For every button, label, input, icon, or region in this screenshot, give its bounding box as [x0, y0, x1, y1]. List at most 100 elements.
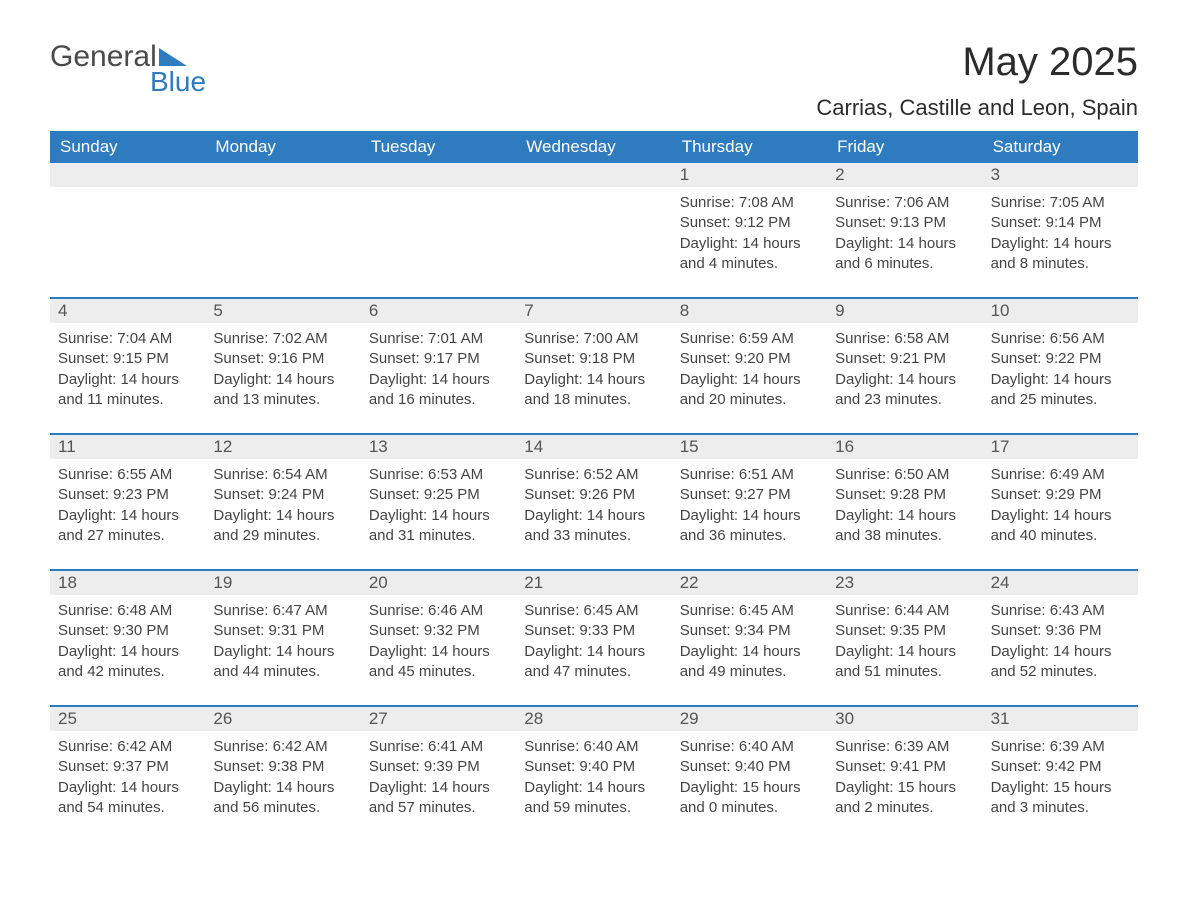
day-number: 10: [983, 299, 1138, 323]
day-number: 25: [50, 707, 205, 731]
daylight-line: Daylight: 14 hours and 54 minutes.: [58, 778, 197, 819]
day-cell: 30Sunrise: 6:39 AMSunset: 9:41 PMDayligh…: [827, 707, 982, 825]
day-number: 26: [205, 707, 360, 731]
sunrise-line: Sunrise: 6:42 AM: [58, 737, 197, 757]
day-number: 6: [361, 299, 516, 323]
sunset-line: Sunset: 9:15 PM: [58, 349, 197, 369]
daylight-line: Daylight: 14 hours and 45 minutes.: [369, 642, 508, 683]
sunset-line: Sunset: 9:23 PM: [58, 485, 197, 505]
day-cell: 17Sunrise: 6:49 AMSunset: 9:29 PMDayligh…: [983, 435, 1138, 553]
day-cell: 8Sunrise: 6:59 AMSunset: 9:20 PMDaylight…: [672, 299, 827, 417]
day-number: 21: [516, 571, 671, 595]
day-cell: 9Sunrise: 6:58 AMSunset: 9:21 PMDaylight…: [827, 299, 982, 417]
location: Carrias, Castille and Leon, Spain: [816, 95, 1138, 121]
sunset-line: Sunset: 9:37 PM: [58, 757, 197, 777]
day-number: [50, 163, 205, 187]
daylight-line: Daylight: 14 hours and 42 minutes.: [58, 642, 197, 683]
daylight-line: Daylight: 14 hours and 25 minutes.: [991, 370, 1130, 411]
sunset-line: Sunset: 9:39 PM: [369, 757, 508, 777]
sunset-line: Sunset: 9:12 PM: [680, 213, 819, 233]
day-cell: [516, 163, 671, 281]
day-number: 20: [361, 571, 516, 595]
sunset-line: Sunset: 9:13 PM: [835, 213, 974, 233]
day-number: 18: [50, 571, 205, 595]
day-number: [516, 163, 671, 187]
day-cell: 14Sunrise: 6:52 AMSunset: 9:26 PMDayligh…: [516, 435, 671, 553]
day-number: 11: [50, 435, 205, 459]
day-cell: 3Sunrise: 7:05 AMSunset: 9:14 PMDaylight…: [983, 163, 1138, 281]
title-block: May 2025 Carrias, Castille and Leon, Spa…: [816, 40, 1138, 121]
sunrise-line: Sunrise: 6:45 AM: [680, 601, 819, 621]
sunrise-line: Sunrise: 6:40 AM: [680, 737, 819, 757]
day-body: Sunrise: 6:55 AMSunset: 9:23 PMDaylight:…: [50, 459, 205, 550]
sunset-line: Sunset: 9:22 PM: [991, 349, 1130, 369]
sunrise-line: Sunrise: 6:44 AM: [835, 601, 974, 621]
month-title: May 2025: [816, 40, 1138, 85]
sunset-line: Sunset: 9:40 PM: [524, 757, 663, 777]
sunrise-line: Sunrise: 6:51 AM: [680, 465, 819, 485]
daylight-line: Daylight: 14 hours and 59 minutes.: [524, 778, 663, 819]
daylight-line: Daylight: 14 hours and 16 minutes.: [369, 370, 508, 411]
day-body: Sunrise: 6:50 AMSunset: 9:28 PMDaylight:…: [827, 459, 982, 550]
day-body: Sunrise: 7:01 AMSunset: 9:17 PMDaylight:…: [361, 323, 516, 414]
sunrise-line: Sunrise: 6:45 AM: [524, 601, 663, 621]
sunrise-line: Sunrise: 6:47 AM: [213, 601, 352, 621]
sunset-line: Sunset: 9:34 PM: [680, 621, 819, 641]
sunset-line: Sunset: 9:28 PM: [835, 485, 974, 505]
day-number: 29: [672, 707, 827, 731]
day-cell: 24Sunrise: 6:43 AMSunset: 9:36 PMDayligh…: [983, 571, 1138, 689]
sunrise-line: Sunrise: 6:50 AM: [835, 465, 974, 485]
day-cell: 6Sunrise: 7:01 AMSunset: 9:17 PMDaylight…: [361, 299, 516, 417]
sunset-line: Sunset: 9:20 PM: [680, 349, 819, 369]
day-cell: 13Sunrise: 6:53 AMSunset: 9:25 PMDayligh…: [361, 435, 516, 553]
day-cell: 7Sunrise: 7:00 AMSunset: 9:18 PMDaylight…: [516, 299, 671, 417]
logo-triangle-icon: [159, 48, 187, 66]
sunset-line: Sunset: 9:40 PM: [680, 757, 819, 777]
daylight-line: Daylight: 15 hours and 3 minutes.: [991, 778, 1130, 819]
day-number: 27: [361, 707, 516, 731]
day-number: 22: [672, 571, 827, 595]
day-cell: 22 Sunrise: 6:45 AMSunset: 9:34 PMDayligh…: [672, 571, 827, 689]
day-cell: 15Sunrise: 6:51 AMSunset: 9:27 PMDayligh…: [672, 435, 827, 553]
daylight-line: Daylight: 14 hours and 29 minutes.: [213, 506, 352, 547]
daylight-line: Daylight: 14 hours and 56 minutes.: [213, 778, 352, 819]
daylight-line: Daylight: 14 hours and 20 minutes.: [680, 370, 819, 411]
sunrise-line: Sunrise: 6:39 AM: [991, 737, 1130, 757]
daylight-line: Daylight: 14 hours and 44 minutes.: [213, 642, 352, 683]
daylight-line: Daylight: 15 hours and 0 minutes.: [680, 778, 819, 819]
sunrise-line: Sunrise: 7:00 AM: [524, 329, 663, 349]
day-body: Sunrise: 6:39 AMSunset: 9:42 PMDaylight:…: [983, 731, 1138, 822]
sunset-line: Sunset: 9:18 PM: [524, 349, 663, 369]
sunrise-line: Sunrise: 7:02 AM: [213, 329, 352, 349]
daylight-line: Daylight: 14 hours and 52 minutes.: [991, 642, 1130, 683]
calendar: SundayMondayTuesdayWednesdayThursdayFrid…: [50, 131, 1138, 825]
day-number: 24: [983, 571, 1138, 595]
dow-cell: Thursday: [672, 131, 827, 163]
day-cell: 16Sunrise: 6:50 AMSunset: 9:28 PMDayligh…: [827, 435, 982, 553]
day-number: 17: [983, 435, 1138, 459]
day-number: 15: [672, 435, 827, 459]
dow-cell: Sunday: [50, 131, 205, 163]
sunrise-line: Sunrise: 6:54 AM: [213, 465, 352, 485]
sunrise-line: Sunrise: 6:58 AM: [835, 329, 974, 349]
day-body: Sunrise: 6:52 AMSunset: 9:26 PMDaylight:…: [516, 459, 671, 550]
day-cell: 28Sunrise: 6:40 AMSunset: 9:40 PMDayligh…: [516, 707, 671, 825]
sunrise-line: Sunrise: 7:05 AM: [991, 193, 1130, 213]
daylight-line: Daylight: 14 hours and 49 minutes.: [680, 642, 819, 683]
daylight-line: Daylight: 14 hours and 57 minutes.: [369, 778, 508, 819]
day-number: 8: [672, 299, 827, 323]
sunset-line: Sunset: 9:32 PM: [369, 621, 508, 641]
day-body: Sunrise: 6:49 AMSunset: 9:29 PMDaylight:…: [983, 459, 1138, 550]
daylight-line: Daylight: 14 hours and 36 minutes.: [680, 506, 819, 547]
sunrise-line: Sunrise: 6:40 AM: [524, 737, 663, 757]
day-cell: 11Sunrise: 6:55 AMSunset: 9:23 PMDayligh…: [50, 435, 205, 553]
sunrise-line: Sunrise: 6:43 AM: [991, 601, 1130, 621]
dow-cell: Friday: [827, 131, 982, 163]
day-number: [361, 163, 516, 187]
day-body: Sunrise: 7:00 AMSunset: 9:18 PMDaylight:…: [516, 323, 671, 414]
daylight-line: Daylight: 14 hours and 6 minutes.: [835, 234, 974, 275]
day-body: Sunrise: 6:40 AMSunset: 9:40 PMDaylight:…: [516, 731, 671, 822]
day-body: Sunrise: 6:42 AMSunset: 9:38 PMDaylight:…: [205, 731, 360, 822]
dow-cell: Saturday: [983, 131, 1138, 163]
day-number: 13: [361, 435, 516, 459]
